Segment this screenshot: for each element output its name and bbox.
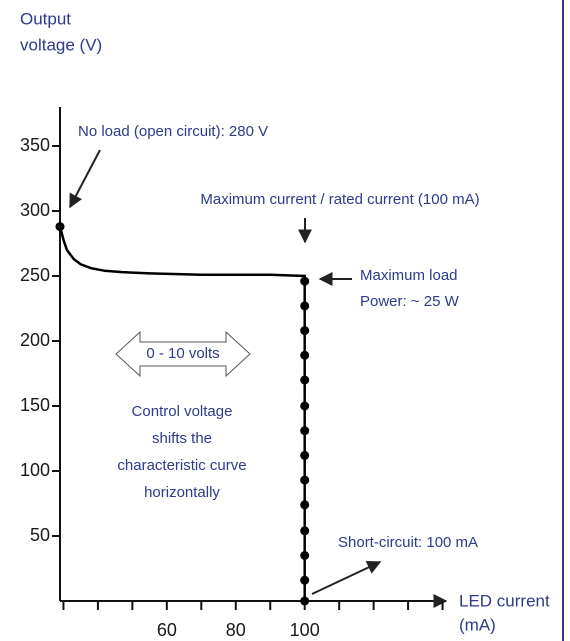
point: [300, 596, 310, 606]
y-tick-label: 50: [30, 525, 50, 545]
annotation: characteristic curve: [117, 457, 246, 474]
point: [300, 526, 310, 536]
double-arrow: [115, 330, 251, 378]
point: [300, 475, 310, 485]
point: [300, 276, 310, 286]
x-tick-label: 80: [226, 620, 246, 640]
arrow: [69, 149, 101, 209]
annotation: Maximum load: [360, 267, 458, 284]
x-axis-label: (mA): [459, 615, 496, 634]
point: [300, 551, 310, 560]
point: [300, 301, 310, 311]
annotation: Power: ~ 25 W: [360, 293, 460, 310]
annotation: Short-circuit: 100 mA: [338, 534, 478, 551]
y-axis-label: voltage (V): [20, 35, 102, 54]
y-tick-label: 150: [20, 395, 50, 415]
point: [300, 426, 310, 436]
y-tick-label: 200: [20, 330, 50, 350]
point: [300, 500, 310, 510]
annotation: Control voltage: [132, 403, 233, 420]
point: [300, 375, 310, 385]
point: [300, 575, 310, 585]
annotation: No load (open circuit): 280 V: [78, 123, 268, 140]
annotation: 0 - 10 volts: [146, 345, 219, 362]
point: [300, 450, 310, 460]
y-tick-label: 100: [20, 460, 50, 480]
annotation: Maximum current / rated current (100 mA): [200, 191, 479, 208]
x-tick-label: 100: [290, 620, 320, 640]
curve: [58, 226, 306, 601]
x-tick-label: 60: [157, 620, 177, 640]
point: [300, 401, 310, 411]
y-axis-label: Output: [20, 9, 71, 28]
point: [55, 222, 65, 232]
annotation: shifts the: [152, 430, 212, 447]
point: [300, 326, 310, 336]
annotation: horizontally: [144, 484, 220, 501]
y-tick-label: 250: [20, 265, 50, 285]
arrow: [311, 561, 382, 595]
y-tick-label: 300: [20, 200, 50, 220]
x-axis-label: LED current: [459, 591, 550, 610]
y-tick-label: 350: [20, 135, 50, 155]
point: [300, 350, 310, 360]
